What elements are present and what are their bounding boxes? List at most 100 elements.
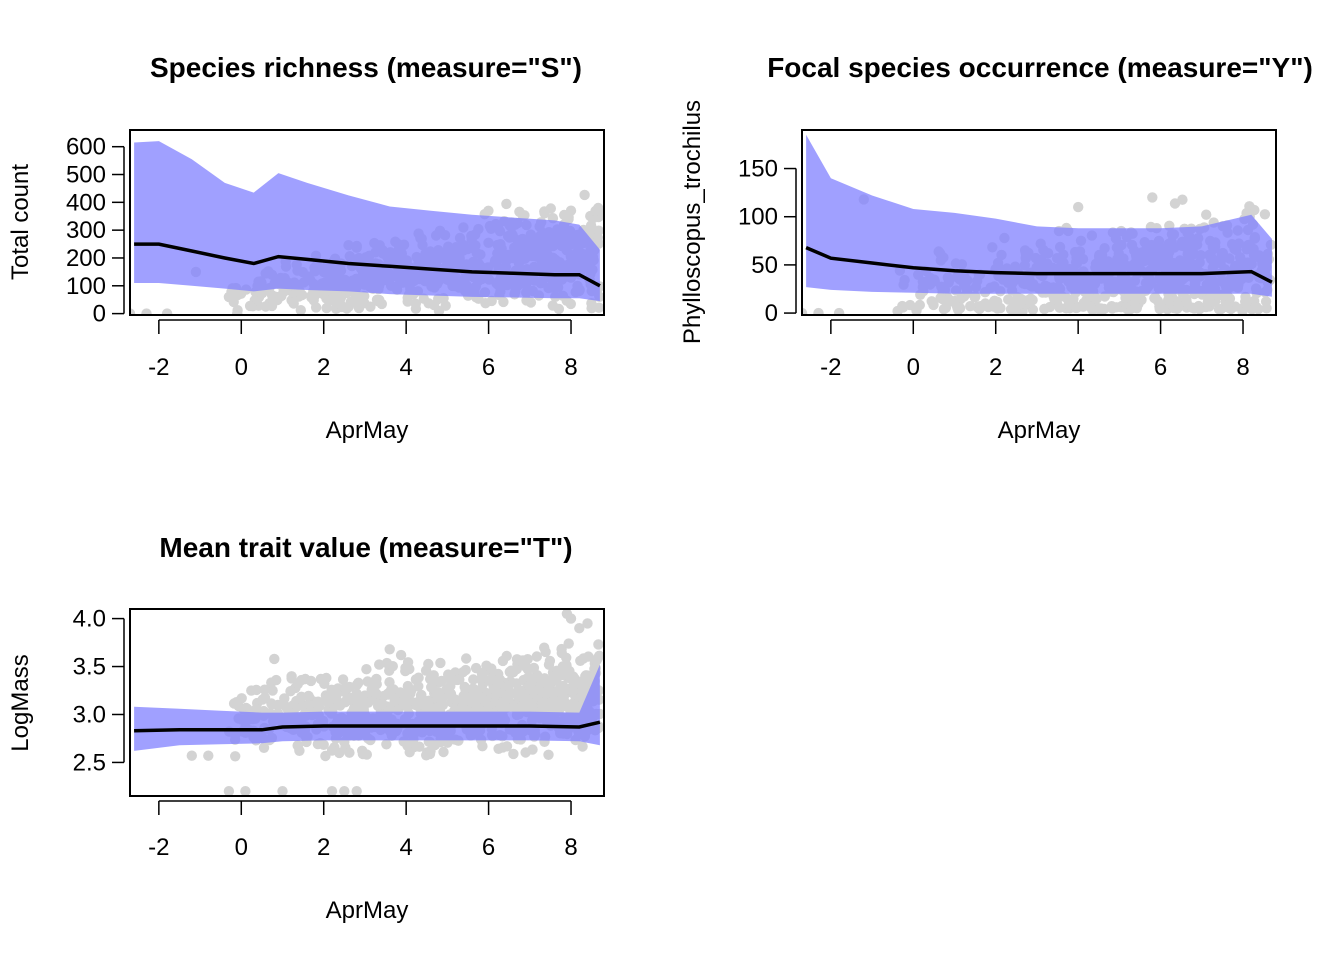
data-point bbox=[591, 654, 602, 666]
panel3-prediction-line bbox=[134, 720, 601, 733]
data-point bbox=[365, 301, 376, 312]
panel1-title: Species richness (measure="S") bbox=[150, 52, 582, 83]
data-point bbox=[520, 747, 531, 758]
data-point bbox=[285, 686, 296, 697]
data-point bbox=[381, 657, 393, 669]
data-point bbox=[321, 693, 332, 705]
data-point bbox=[459, 681, 470, 693]
panel-focal-species: Focal species occurrence (measure="Y") A… bbox=[679, 52, 1313, 444]
data-point bbox=[590, 205, 601, 217]
data-point bbox=[567, 685, 579, 697]
data-point bbox=[389, 696, 400, 707]
y-tick-label: 50 bbox=[751, 252, 778, 279]
data-point bbox=[141, 308, 152, 315]
data-point bbox=[502, 680, 514, 692]
data-point bbox=[574, 623, 585, 634]
x-tick-label: 4 bbox=[399, 834, 412, 861]
data-point bbox=[952, 302, 963, 313]
x-tick-label: 2 bbox=[989, 354, 1002, 381]
data-point bbox=[440, 300, 451, 311]
data-point bbox=[1222, 302, 1234, 313]
data-point bbox=[281, 703, 293, 714]
data-point bbox=[547, 300, 558, 311]
x-tick-label: 6 bbox=[1154, 354, 1167, 381]
data-point bbox=[914, 299, 925, 311]
data-point bbox=[543, 659, 555, 670]
data-point bbox=[296, 674, 307, 686]
data-point bbox=[539, 208, 550, 219]
data-point bbox=[402, 292, 413, 303]
data-point bbox=[469, 698, 481, 709]
data-point bbox=[540, 688, 551, 699]
panel2-ylabel: Phylloscopus_trochilus bbox=[679, 100, 706, 344]
panel2-y-axis: 0 50 100 150 bbox=[738, 156, 797, 327]
data-point bbox=[550, 675, 561, 686]
data-point bbox=[528, 662, 540, 674]
data-point bbox=[480, 298, 491, 309]
data-point bbox=[292, 740, 304, 751]
data-point bbox=[353, 692, 364, 704]
x-tick-label: 2 bbox=[317, 354, 330, 381]
data-point bbox=[232, 308, 243, 315]
x-tick-label: -2 bbox=[820, 354, 841, 381]
panel1-confidence-band bbox=[134, 141, 600, 302]
data-point bbox=[384, 644, 395, 655]
data-point bbox=[1071, 302, 1082, 314]
x-tick-label: 0 bbox=[907, 354, 920, 381]
x-tick-label: 6 bbox=[482, 834, 495, 861]
data-point bbox=[1213, 304, 1225, 315]
y-tick-label: 2.5 bbox=[73, 749, 106, 776]
data-point bbox=[235, 288, 247, 299]
x-tick-label: -2 bbox=[148, 354, 169, 381]
data-point bbox=[563, 638, 574, 649]
data-point bbox=[240, 786, 251, 796]
y-tick-label: 400 bbox=[66, 189, 106, 216]
panel3-x-axis: -2 0 2 4 6 8 bbox=[148, 800, 578, 861]
data-point bbox=[400, 700, 412, 711]
panel2-xlabel: AprMay bbox=[998, 417, 1081, 444]
data-point bbox=[1010, 304, 1021, 315]
data-point bbox=[353, 302, 365, 314]
x-tick-label: 4 bbox=[399, 354, 412, 381]
data-point bbox=[1023, 294, 1034, 306]
data-point bbox=[989, 295, 1000, 306]
data-point bbox=[938, 304, 950, 315]
data-point bbox=[344, 681, 355, 693]
data-point bbox=[965, 301, 976, 312]
data-point bbox=[802, 307, 808, 315]
panel3-frame bbox=[129, 608, 605, 797]
data-point bbox=[1054, 302, 1065, 313]
data-point bbox=[568, 676, 579, 687]
data-point bbox=[320, 750, 331, 762]
data-point bbox=[416, 689, 427, 701]
data-point bbox=[449, 694, 461, 705]
data-point bbox=[411, 700, 423, 711]
y-tick-label: 600 bbox=[66, 134, 106, 161]
data-point bbox=[833, 307, 845, 315]
data-point bbox=[371, 688, 382, 699]
data-point bbox=[271, 674, 282, 686]
y-tick-label: 3.5 bbox=[73, 654, 106, 681]
data-point bbox=[575, 655, 586, 666]
data-point bbox=[353, 677, 364, 688]
data-point bbox=[437, 693, 448, 704]
y-tick-label: 3.0 bbox=[73, 701, 106, 728]
x-tick-label: 8 bbox=[564, 834, 577, 861]
data-point bbox=[410, 674, 422, 685]
data-point bbox=[461, 653, 472, 664]
data-point bbox=[1091, 293, 1103, 304]
data-point bbox=[539, 642, 550, 653]
data-point bbox=[565, 205, 577, 216]
panel2-frame bbox=[801, 129, 1277, 316]
data-point bbox=[410, 298, 421, 309]
panel2-title: Focal species occurrence (measure="Y") bbox=[767, 52, 1313, 83]
data-point bbox=[373, 296, 384, 307]
data-point bbox=[276, 290, 287, 302]
data-point bbox=[582, 618, 593, 629]
data-point bbox=[935, 292, 946, 304]
data-point bbox=[339, 786, 350, 796]
data-point bbox=[386, 684, 398, 695]
data-point bbox=[402, 680, 414, 692]
data-point bbox=[161, 308, 173, 315]
